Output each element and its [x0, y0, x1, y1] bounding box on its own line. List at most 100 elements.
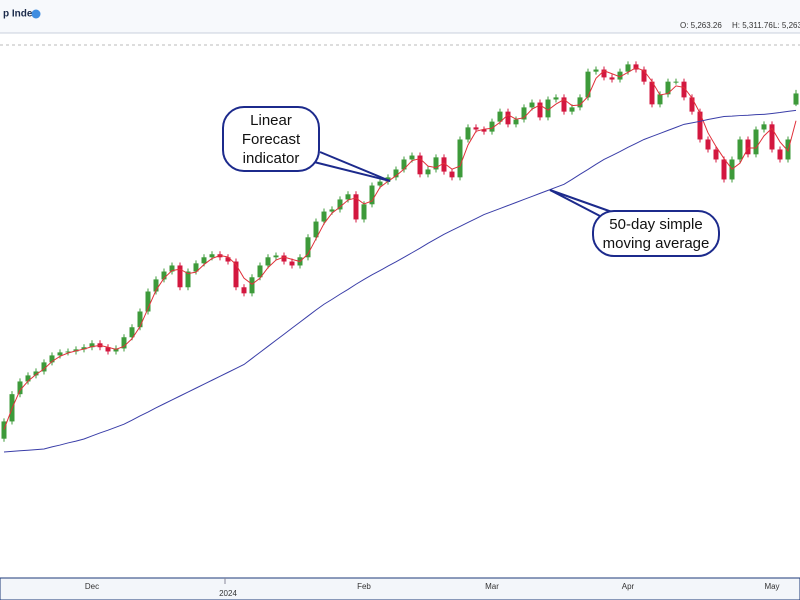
candle-body — [753, 129, 759, 155]
x-axis-band — [0, 577, 800, 600]
candle-body — [177, 265, 183, 288]
candle-body — [745, 139, 751, 155]
candle-body — [449, 171, 455, 178]
candle-body — [281, 255, 287, 262]
candle-body — [457, 139, 463, 178]
candle-body — [377, 181, 383, 186]
candle-body — [185, 271, 191, 288]
candle-body — [121, 337, 127, 349]
candle-body — [329, 209, 335, 212]
candle-body — [321, 211, 327, 222]
candle-body — [41, 362, 47, 372]
candle-body — [257, 265, 263, 278]
candle-body — [657, 94, 663, 105]
candle-body — [561, 97, 567, 112]
candle-body — [513, 119, 519, 125]
candle-body — [273, 255, 279, 258]
candle-body — [441, 157, 447, 172]
candle-body — [689, 97, 695, 112]
candle-body — [673, 81, 679, 83]
candle-body — [465, 127, 471, 140]
candle-body — [433, 157, 439, 170]
candle-body — [649, 81, 655, 105]
x-tick-label: 2024 — [219, 589, 237, 598]
candle-body — [241, 287, 247, 294]
candle-body — [585, 71, 591, 98]
candle-body — [305, 237, 311, 258]
candle-body — [201, 257, 207, 264]
candle-body — [761, 124, 767, 130]
callout-tail — [319, 151, 391, 182]
candle-body — [225, 257, 231, 262]
candle-body — [265, 257, 271, 266]
candle-body — [481, 129, 487, 132]
candle-body — [777, 149, 783, 160]
candle-body — [193, 263, 199, 272]
info-icon[interactable] — [31, 9, 41, 19]
x-tick-label: Mar — [485, 582, 499, 591]
candle-body — [81, 347, 87, 350]
candle-body — [705, 139, 711, 150]
candle-body — [505, 111, 511, 125]
candle-body — [641, 69, 647, 82]
candle-body — [697, 111, 703, 140]
candle-body — [665, 81, 671, 95]
candle-body — [553, 97, 559, 100]
header-bar — [0, 0, 800, 33]
ohlc-open: O: 5,263.26 — [680, 21, 722, 30]
candle-body — [89, 343, 95, 348]
candle-body — [489, 121, 495, 132]
candle-body — [249, 277, 255, 294]
candle-body — [393, 169, 399, 178]
candle-body — [793, 93, 799, 105]
candle-body — [129, 327, 135, 338]
candle-body — [313, 221, 319, 238]
callout-tail — [313, 161, 391, 182]
x-tick-label: Feb — [357, 582, 371, 591]
candle-body — [65, 351, 71, 353]
candle-body — [529, 102, 535, 108]
candle-body — [161, 271, 167, 280]
candle-body — [137, 311, 143, 328]
candle-body — [353, 194, 359, 220]
candle-body — [537, 102, 543, 118]
candle-body — [425, 169, 431, 175]
candle-body — [33, 371, 39, 376]
candle-body — [593, 69, 599, 72]
candle-body — [681, 81, 687, 98]
candle-body — [233, 261, 239, 288]
callout-tail — [549, 189, 601, 217]
candle-body — [769, 124, 775, 150]
candle-body — [713, 149, 719, 160]
indicator-line — [3, 67, 797, 430]
candle-body — [601, 69, 607, 78]
candle-body — [145, 291, 151, 312]
header-title: p Index — [3, 9, 38, 20]
candle-body — [521, 107, 527, 120]
candle-body — [1, 421, 7, 439]
candle-body — [361, 204, 367, 220]
x-tick-label: May — [764, 582, 779, 591]
indicator-line — [3, 109, 797, 453]
x-tick-label: Apr — [622, 582, 635, 591]
candle-body — [105, 347, 111, 352]
candle-body — [633, 64, 639, 70]
candle-body — [113, 348, 119, 352]
candle-body — [169, 265, 175, 272]
ohlc-low: L: 5,263.2 — [773, 21, 800, 30]
candle-body — [153, 279, 159, 292]
callout-linear-forecast: Linear Forecast indicator — [222, 106, 320, 172]
candle-body — [17, 381, 23, 395]
x-tick-label: Dec — [85, 582, 99, 591]
candle-body — [625, 64, 631, 72]
candle-body — [417, 155, 423, 175]
candle-body — [25, 375, 31, 382]
candle-body — [497, 111, 503, 122]
candle-body — [209, 254, 215, 258]
candle-body — [337, 199, 343, 210]
candle-body — [369, 185, 375, 205]
callout-sma: 50-day simple moving average — [592, 210, 720, 257]
candle-body — [737, 139, 743, 160]
